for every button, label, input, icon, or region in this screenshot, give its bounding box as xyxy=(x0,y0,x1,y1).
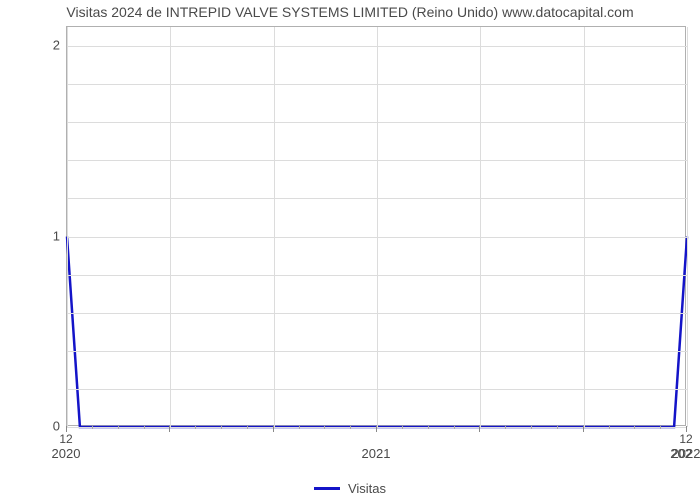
x-tick-major xyxy=(479,426,480,432)
gridline-v xyxy=(687,27,688,427)
x-tick-minor xyxy=(350,426,351,429)
x-tick-minor xyxy=(531,426,532,429)
gridline-v xyxy=(170,27,171,427)
x-tick-minor xyxy=(247,426,248,429)
y-tick-label: 1 xyxy=(44,228,60,243)
x-tick-major xyxy=(376,426,377,432)
x-tick-minor xyxy=(195,426,196,429)
x-tick-major xyxy=(273,426,274,432)
x-tick-major xyxy=(169,426,170,432)
x-tick-minor xyxy=(609,426,610,429)
x-year-label: 2020 xyxy=(52,446,81,461)
x-tick-minor xyxy=(634,426,635,429)
y-tick-label: 0 xyxy=(44,419,60,434)
gridline-h xyxy=(67,427,687,428)
gridline-v xyxy=(67,27,68,427)
legend-label: Visitas xyxy=(348,481,386,496)
gridline-v xyxy=(274,27,275,427)
x-alt-label: 12 xyxy=(59,432,72,446)
plot-area xyxy=(66,26,686,426)
gridline-v xyxy=(480,27,481,427)
x-tick-minor xyxy=(118,426,119,429)
x-tick-minor xyxy=(660,426,661,429)
x-year-label: 2021 xyxy=(362,446,391,461)
legend: Visitas xyxy=(0,481,700,496)
x-tick-minor xyxy=(92,426,93,429)
y-tick-label: 2 xyxy=(44,38,60,53)
chart-title: Visitas 2024 de INTREPID VALVE SYSTEMS L… xyxy=(0,4,700,20)
x-tick-minor xyxy=(221,426,222,429)
legend-swatch xyxy=(314,487,340,490)
x-tick-minor xyxy=(557,426,558,429)
line-chart: Visitas 2024 de INTREPID VALVE SYSTEMS L… xyxy=(0,0,700,500)
x-tick-minor xyxy=(505,426,506,429)
x-tick-minor xyxy=(144,426,145,429)
x-alt-label: 12 xyxy=(679,432,692,446)
x-tick-minor xyxy=(402,426,403,429)
x-tick-minor xyxy=(428,426,429,429)
x-tick-major xyxy=(583,426,584,432)
x-year-label-truncated: 202 xyxy=(670,446,692,461)
gridline-v xyxy=(584,27,585,427)
x-tick-minor xyxy=(454,426,455,429)
gridline-v xyxy=(377,27,378,427)
x-tick-minor xyxy=(324,426,325,429)
x-tick-minor xyxy=(299,426,300,429)
